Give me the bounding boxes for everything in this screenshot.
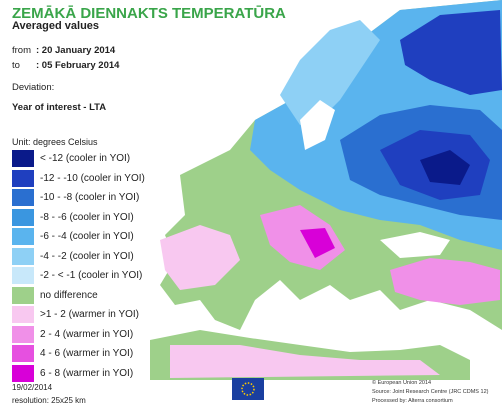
legend-swatch (12, 228, 34, 245)
legend-swatch (12, 286, 34, 304)
region-navy (420, 150, 470, 185)
to-label: to (12, 60, 20, 71)
legend-label: -4 - -2 (cooler in YOI) (40, 250, 134, 262)
to-date: : 05 February 2014 (36, 60, 120, 71)
legend-swatch (12, 325, 34, 343)
legend-label: -6 - -4 (cooler in YOI) (40, 231, 134, 242)
region-scandinavia (280, 20, 380, 125)
legend-swatch (12, 345, 34, 362)
legend-label: 2 - 4 (warmer in YOI) (40, 328, 134, 340)
legend-swatch (12, 150, 34, 167)
legend-label: 4 - 6 (warmer in YOI) (40, 348, 134, 359)
eu-flag (232, 378, 264, 400)
legend-label: -8 - -6 (cooler in YOI) (40, 211, 134, 223)
copyright: © European Union 2014 (372, 380, 432, 386)
eu-stars (241, 382, 255, 396)
region-pink-central (260, 205, 345, 270)
legend-label: -2 - < -1 (cooler in YOI) (40, 270, 143, 281)
legend-swatch (12, 306, 34, 323)
from-label: from (12, 45, 31, 56)
land-turkey (390, 258, 500, 305)
resolution: resolution: 25x25 km (12, 396, 86, 405)
date: 19/02/2014 (12, 383, 53, 392)
legend-swatch (12, 208, 34, 226)
legend-label: 6 - 8 (warmer in YOI) (40, 367, 134, 379)
source: Source: Joint Research Centre (JRC CDMS … (372, 389, 489, 395)
title: ZEMĀKĀ DIENNAKTS TEMPERATŪRA (12, 5, 286, 22)
deviation-value: Year of interest - LTA (12, 102, 107, 113)
region-pink-africa (170, 345, 440, 378)
legend-label: -10 - -8 (cooler in YOI) (40, 192, 140, 203)
legend-label: < -12 (cooler in YOI) (40, 153, 131, 164)
from-date: : 20 January 2014 (36, 45, 116, 56)
processed: Processed by: Alterra consortium (372, 398, 453, 404)
legend-label: no difference (40, 289, 98, 301)
sea-baltic (300, 100, 335, 150)
legend-swatch (12, 247, 34, 265)
legend-swatch (12, 267, 34, 284)
legend-label: -12 - -10 (cooler in YOI) (40, 172, 145, 184)
legend-swatch (12, 169, 34, 187)
region-dark-blue-north (400, 10, 502, 95)
legend-label: >1 - 2 (warmer in YOI) (40, 309, 140, 320)
legend-swatch (12, 189, 34, 206)
legend-unit: Unit: degrees Celsius (12, 137, 98, 147)
sea-black (380, 232, 450, 258)
subtitle: Averaged values (12, 20, 100, 32)
region-pink-iberia (160, 225, 240, 290)
deviation: Deviation: (12, 82, 55, 93)
legend-swatch (12, 364, 34, 382)
region-magenta (300, 228, 335, 258)
